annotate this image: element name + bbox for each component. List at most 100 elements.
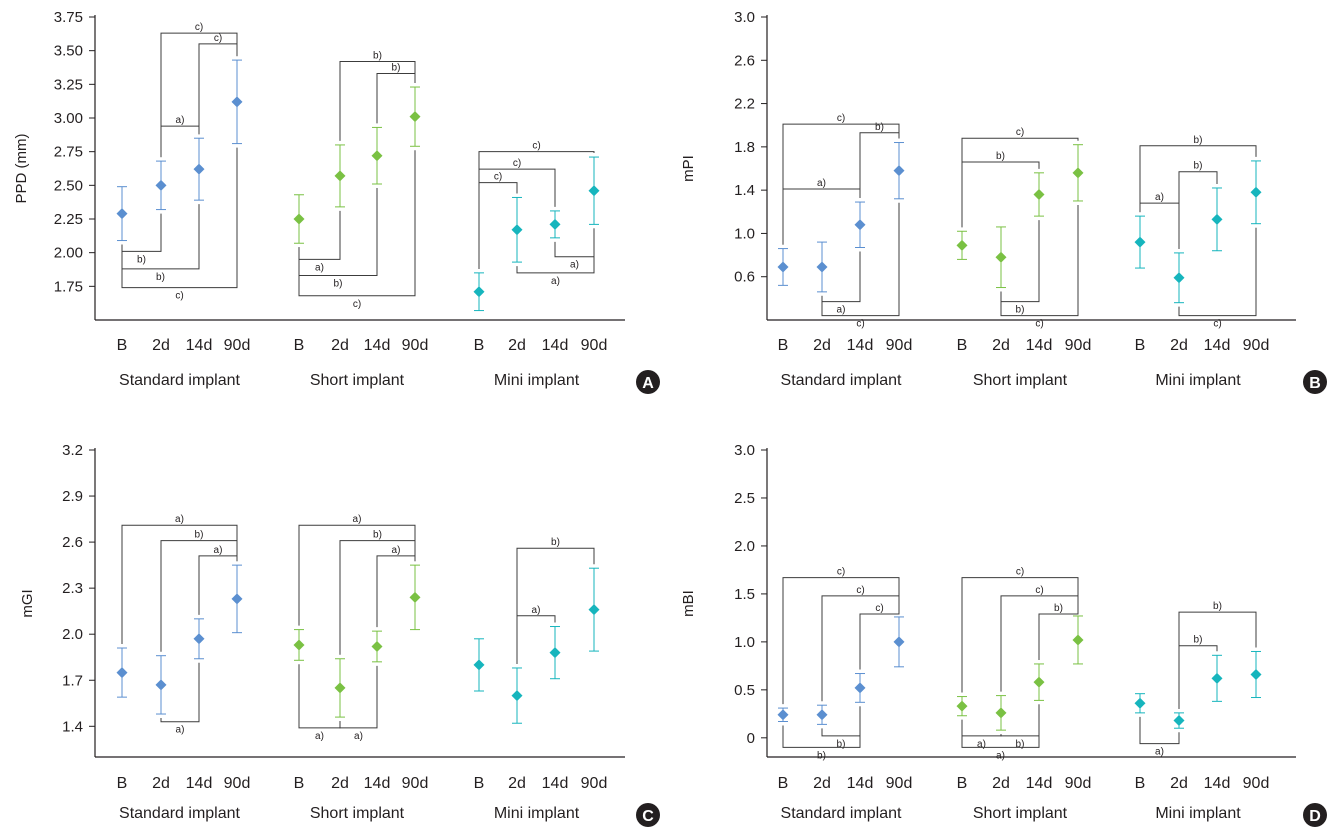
significance-label: a)	[353, 514, 362, 525]
x-tick-label: 2d	[992, 337, 1010, 354]
significance-bracket	[1000, 204, 1079, 317]
x-tick-label: B	[294, 337, 305, 354]
significance-bracket	[821, 706, 861, 737]
y-tick-label: 1.75	[54, 278, 83, 295]
significance-bracket	[198, 43, 238, 135]
x-tick-label: 14d	[364, 775, 391, 792]
group-label: Standard implant	[781, 805, 903, 822]
x-tick-label: 14d	[186, 775, 213, 792]
data-point	[854, 682, 866, 694]
data-point	[995, 251, 1007, 263]
significance-label: b)	[1194, 635, 1203, 646]
data-point	[473, 659, 485, 671]
x-tick-label: 14d	[542, 337, 569, 354]
significance-label: c)	[837, 567, 845, 578]
group-label: Standard implant	[119, 372, 241, 389]
significance-label: a)	[551, 276, 560, 287]
significance-bracket	[961, 161, 1040, 228]
x-tick-label: B	[778, 337, 789, 354]
data-point	[116, 667, 128, 679]
significance-label: b)	[373, 50, 382, 61]
panel-b: 3.0 2.6 2.2 1.8 1.4 1.0 0.6 mPI B 2d 14d 90d Standar…	[680, 9, 1327, 394]
significance-bracket	[298, 187, 378, 277]
x-tick-label: 2d	[992, 775, 1010, 792]
data-point	[995, 707, 1007, 719]
x-tick-label: B	[778, 775, 789, 792]
group-label: Mini implant	[1155, 372, 1241, 389]
x-tick-label: B	[117, 337, 128, 354]
y-tick-label: 2.00	[54, 245, 83, 262]
data-point	[956, 700, 968, 712]
significance-label: a)	[315, 262, 324, 273]
panel-badge-circle	[636, 803, 660, 827]
panel-c: 3.2 2.9 2.6 2.3 2.0 1.7 1.4 mGI B 2d 14d 90d Standar…	[19, 442, 660, 827]
significance-bracket	[821, 251, 861, 303]
x-tick-label: 2d	[1170, 775, 1188, 792]
panel-a: 3.75 3.50 3.25 3.00 2.75 2.50 2.25 2.00 1.75 PPD …	[13, 9, 660, 394]
significance-label: a)	[1155, 192, 1164, 203]
y-tick-label: 3.25	[54, 76, 83, 93]
x-tick-label: 14d	[1204, 775, 1231, 792]
significance-bracket	[160, 125, 200, 158]
y-tick-label: 2.50	[54, 177, 83, 194]
data-point	[816, 261, 828, 273]
data-point	[588, 604, 600, 616]
data-point	[371, 640, 383, 652]
significance-bracket	[121, 213, 162, 252]
data-point	[334, 170, 346, 182]
x-tick-label: 2d	[508, 775, 526, 792]
x-tick-label: 90d	[886, 337, 913, 354]
significance-label: c)	[856, 319, 864, 330]
data-point	[1033, 676, 1045, 688]
data-point	[1134, 697, 1146, 709]
x-tick-label: B	[117, 775, 128, 792]
y-tick-label: 2.5	[734, 490, 755, 507]
data-point	[956, 239, 968, 251]
significance-label: b)	[1016, 305, 1025, 316]
panel-badge-circle	[636, 370, 660, 394]
significance-label: a)	[996, 750, 1005, 761]
data-point	[1173, 715, 1185, 727]
y-tick-label: 0.6	[734, 269, 755, 286]
y-tick-label: 2.0	[62, 626, 83, 643]
significance-label: c)	[1016, 127, 1024, 138]
data-point	[409, 591, 421, 603]
y-tick-label: 2.2	[734, 96, 755, 113]
data-point	[231, 593, 243, 605]
y-tick-label: 1.4	[734, 182, 755, 199]
significance-bracket	[298, 210, 341, 260]
x-tick-label: 2d	[152, 337, 170, 354]
significance-bracket	[961, 137, 1079, 228]
data-point	[334, 682, 346, 694]
data-point	[193, 163, 205, 175]
significance-bracket	[859, 132, 900, 199]
data-point	[1211, 213, 1223, 225]
y-tick-label: 2.3	[62, 580, 83, 597]
data-point	[511, 224, 523, 236]
x-tick-label: 2d	[331, 337, 349, 354]
data-point	[511, 690, 523, 702]
data-point	[549, 647, 561, 659]
x-tick-label: B	[474, 775, 485, 792]
data-point	[293, 639, 305, 651]
significance-label: c)	[513, 158, 521, 169]
significance-bracket	[198, 555, 238, 615]
data-point	[549, 218, 561, 230]
panel-badge-letter: A	[642, 375, 654, 392]
data-point	[1134, 236, 1146, 248]
data-point	[116, 208, 128, 220]
significance-label: c)	[1016, 567, 1024, 578]
data-point	[231, 96, 243, 108]
significance-label: b)	[373, 530, 382, 541]
x-tick-label: 14d	[1026, 775, 1053, 792]
significance-label: c)	[195, 22, 203, 33]
x-tick-label: 90d	[224, 337, 251, 354]
significance-bracket	[160, 662, 200, 723]
significance-label: c)	[353, 299, 361, 310]
significance-label: c)	[856, 585, 864, 596]
group-label: Mini implant	[494, 372, 580, 389]
x-tick-label: 14d	[847, 337, 874, 354]
data-point	[409, 111, 421, 123]
x-tick-label: B	[1135, 337, 1146, 354]
x-tick-label: 2d	[508, 337, 526, 354]
